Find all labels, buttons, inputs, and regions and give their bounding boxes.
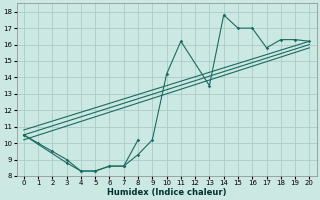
- X-axis label: Humidex (Indice chaleur): Humidex (Indice chaleur): [107, 188, 226, 197]
